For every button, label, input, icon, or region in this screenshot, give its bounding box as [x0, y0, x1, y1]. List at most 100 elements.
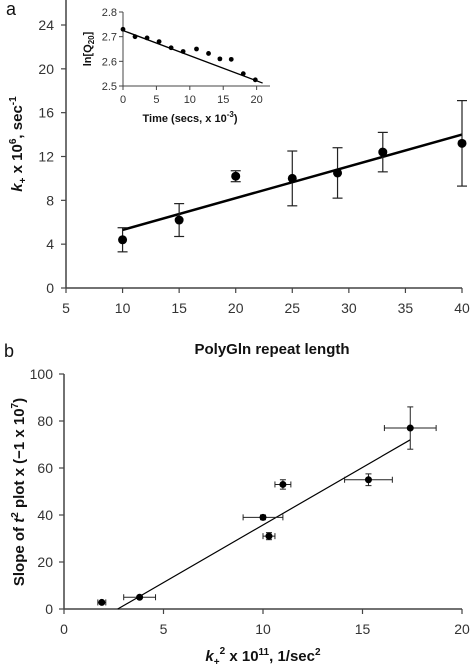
inset-point-1	[132, 34, 138, 40]
panel-b-ylabel-t: t	[11, 517, 28, 523]
panel-b-xlabel-k: k	[205, 648, 214, 665]
inset-ytick-label-1: 2.6	[102, 56, 117, 68]
panel-b-ytick-label-1: 20	[37, 554, 53, 570]
panel-b-ylabel: Slope of t2 plot x (−1 x 107)	[10, 398, 28, 586]
inset-marks	[120, 26, 263, 84]
panel-b-point-6	[406, 424, 414, 432]
inset-point-9	[228, 56, 234, 62]
panel-b-ytick-label-5: 100	[30, 366, 54, 382]
inset-point-6	[194, 46, 199, 52]
panel-a-point-0	[118, 235, 128, 245]
panel-a-xtick-label-1: 10	[115, 300, 131, 316]
panel-b-xtick-label-3: 15	[355, 621, 371, 637]
panel-a-point-5	[378, 147, 388, 157]
panel-b-point-2	[259, 513, 267, 521]
panel-a-xtick-label-6: 35	[398, 300, 414, 316]
panel-b-point-1	[136, 593, 144, 601]
inset-ytick-label-0: 2.5	[102, 81, 117, 93]
panel-b-point-0	[98, 598, 106, 606]
panel-a-label: a	[6, 0, 17, 19]
panel-a-xtick-label-2: 15	[171, 300, 187, 316]
panel-b-xlabel-mid: x 10	[225, 648, 258, 665]
panel-b-ylabel-mid: plot x (−1 x 10	[11, 408, 28, 512]
panel-a-point-3	[287, 173, 297, 183]
inset-point-10	[240, 71, 246, 77]
panel-a-point-4	[333, 168, 343, 178]
panel-b-point-5	[364, 476, 372, 484]
inset-ylabel-main: ln[Q	[82, 44, 94, 66]
inset-ticks: 2.5 2.6 2.7 2.8 0 5 10 15 20	[102, 7, 263, 106]
inset-xlabel-exp: -3	[227, 110, 235, 119]
panel-a-xtick-label-0: 5	[62, 300, 70, 316]
inset-xlabel-main: Time (secs, x 10	[143, 113, 227, 125]
inset-point-5	[180, 49, 186, 54]
panel-a-xtick-label-5: 30	[341, 300, 357, 316]
inset-xtick-label-4: 20	[251, 94, 263, 106]
inset-xlabel: Time (secs, x 10-3)	[143, 110, 238, 125]
inset-point-0	[120, 26, 126, 32]
panel-a-ytick-label-4: 16	[38, 105, 54, 121]
inset-xtick-label-1: 5	[153, 94, 159, 106]
panel-a-xtick-label-7: 40	[454, 300, 470, 316]
panel-a-ylabel-rest: x 10	[9, 144, 26, 177]
panel-a-xlabel: PolyGln repeat length	[194, 341, 349, 358]
panel-b-point-4	[279, 480, 287, 488]
panel-a-ylabel-sub: +	[18, 177, 29, 183]
panel-b-xlabel-exp2: 11	[259, 647, 270, 658]
panel-b-ytick-label-2: 40	[37, 507, 53, 523]
panel-b-ylabel-t-exp: 2	[10, 512, 21, 518]
panel-b-xlabel: k+2 x 1011, 1/sec2	[205, 646, 321, 667]
panel-b-xlabel-unit-exp: 2	[315, 647, 321, 658]
panel-b-xlabel-exp1: 2	[220, 646, 226, 657]
inset-xlabel-close: )	[234, 113, 238, 125]
inset-point-7	[206, 51, 211, 56]
inset-ylabel: ln[Q20]	[82, 31, 96, 66]
inset-xtick-label-2: 10	[184, 94, 196, 106]
inset-point-3	[156, 39, 162, 44]
panel-a-xtick-label-3: 20	[228, 300, 244, 316]
panel-b-label: b	[4, 341, 14, 361]
panel-a-point-2	[231, 171, 241, 181]
panel-a-ytick-label-2: 8	[46, 192, 54, 208]
panel-b-xtick-label-4: 20	[454, 621, 470, 637]
panel-a-ylabel-k: k	[9, 183, 26, 192]
panel-b-fit-line	[117, 439, 411, 610]
panel-b-ticks: 0 20 40 60 80 100 0 5 10 15 20	[30, 366, 470, 637]
panel-a-point-6	[457, 138, 467, 148]
panel-a-ytick-label-0: 0	[46, 280, 54, 296]
panel-a-marks	[117, 100, 467, 253]
panel-a-point-1	[174, 215, 184, 225]
inset-ylabel-sub: 20	[87, 35, 96, 44]
panel-b-marks	[97, 406, 437, 610]
inset-point-11	[252, 77, 258, 83]
panel-a-ytick-label-3: 12	[38, 149, 54, 165]
panel-a-ticks: 0 4 8 12 16 20 24 5 10 15 20 25 30 35 40	[38, 17, 470, 316]
panel-a-ylabel: k+ x 106, sec-1	[8, 96, 29, 192]
inset-ytick-label-3: 2.8	[102, 7, 117, 19]
panel-b-xtick-label-0: 0	[60, 621, 68, 637]
panel-b-ylabel-main: Slope of	[11, 523, 28, 586]
panel-b-ytick-label-3: 60	[37, 460, 53, 476]
inset-ylabel-close: ]	[82, 31, 94, 35]
inset-point-8	[217, 56, 223, 62]
panel-b-xlabel-unit: , 1/sec	[269, 648, 315, 665]
inset-ytick-label-2: 2.7	[102, 32, 117, 44]
panel-b-point-3	[265, 532, 273, 540]
panel-a-xtick-label-4: 25	[284, 300, 300, 316]
inset-xtick-label-3: 15	[217, 94, 229, 106]
panel-b-ytick-label-4: 80	[37, 413, 53, 429]
panel-a-ylabel-exp: 6	[8, 138, 19, 144]
panel-a-ylabel-unit-exp: -1	[8, 96, 19, 105]
inset-xtick-label-0: 0	[120, 94, 126, 106]
panel-b-xtick-label-1: 5	[160, 621, 168, 637]
panel-a-ytick-label-6: 24	[38, 17, 54, 33]
panel-a-ytick-label-5: 20	[38, 61, 54, 77]
panel-b-ylabel-exp: 7	[10, 402, 21, 408]
panel-a-ylabel-unit: , sec	[9, 105, 26, 138]
panel-b-xtick-label-2: 10	[255, 621, 271, 637]
panel-a-ytick-label-1: 4	[46, 236, 54, 252]
inset-point-4	[168, 45, 174, 51]
panel-b-xlabel-sub: +	[214, 657, 220, 667]
panel-b-ytick-label-0: 0	[45, 601, 53, 617]
